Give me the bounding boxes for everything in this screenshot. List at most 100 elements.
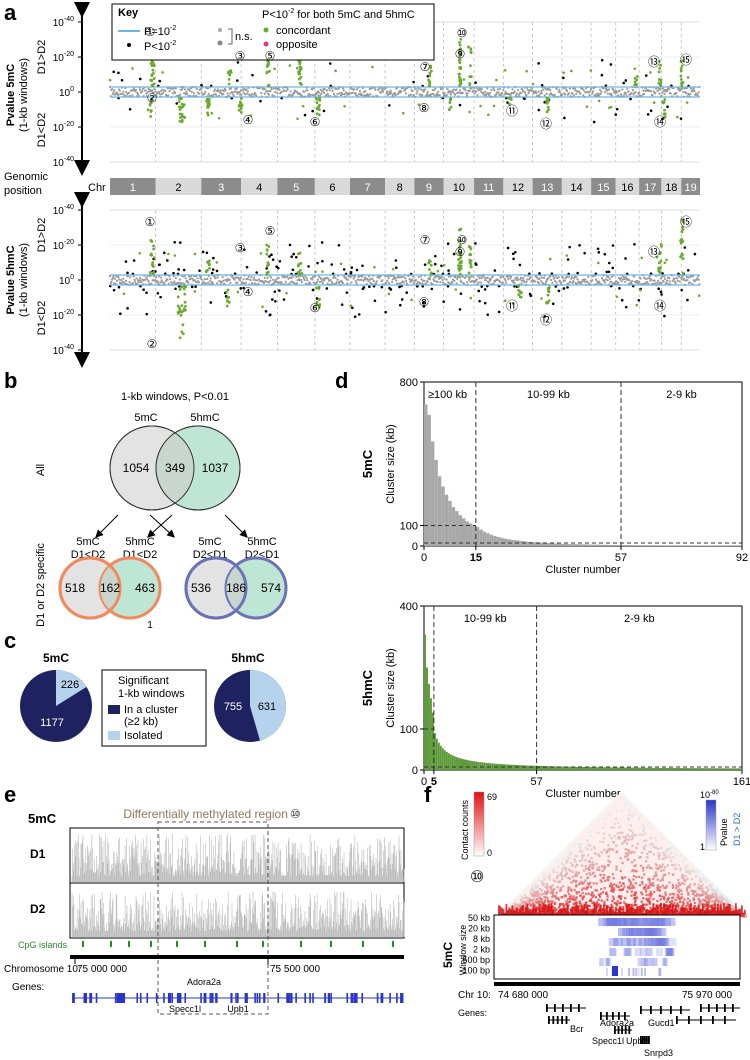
chromosome-segment	[201, 178, 242, 195]
chromosome-segment	[277, 178, 315, 195]
bar	[435, 738, 438, 770]
bottom-up-label: D1>D2	[36, 218, 48, 253]
chromosome-segment	[110, 178, 156, 195]
b-top-left-count: 1054	[123, 461, 150, 475]
bar	[672, 545, 677, 546]
region-label: 10-99 kb	[527, 389, 570, 401]
bar	[459, 758, 462, 770]
bar	[678, 768, 681, 770]
bar	[526, 765, 529, 770]
region-label: 10-99 kb	[464, 613, 507, 625]
bar	[633, 767, 636, 770]
bar	[510, 539, 514, 546]
b-v2-right-l1: 5hmC	[247, 536, 276, 548]
bar	[583, 766, 586, 770]
y-tick-label: 10-20	[53, 239, 74, 252]
chromosome-label: 17	[644, 182, 656, 194]
b-v1-left-l1: 5mC	[76, 536, 99, 548]
y-axis-label: Cluster size (kb)	[385, 424, 397, 503]
bar	[703, 545, 708, 546]
bar	[728, 768, 731, 770]
x-tick-label: 5	[431, 776, 437, 788]
y-tick-label: 100	[400, 521, 418, 533]
b-top-left-label: 5mC	[134, 412, 157, 424]
bar	[552, 766, 555, 770]
dmr-number: ⑨	[455, 245, 466, 259]
chromosome-segment	[385, 178, 415, 195]
b-v2-overlap-count: 186	[226, 581, 246, 595]
bar	[637, 767, 640, 770]
bar	[479, 762, 482, 770]
bar	[481, 762, 484, 770]
bar	[568, 766, 571, 770]
panel-a-bottom-plot: 10-40 10-20 100 10-20 10-40 Pvalue 5hmC (1-k…	[5, 192, 701, 368]
c-legend-title-2: 1-kb windows	[118, 688, 185, 700]
chromosome-bar: Genomic position Chr 1 2 3 4 5 6 7 8 9 10 11 12 13 14…	[4, 171, 700, 197]
bar	[425, 667, 428, 770]
chromosome-label: 4	[256, 182, 262, 194]
bar	[439, 745, 442, 770]
chromosome-label: 1	[130, 182, 136, 194]
f-pval-dir: D1 > D2	[732, 813, 742, 846]
bar	[700, 768, 703, 770]
bar	[572, 544, 577, 546]
chromosome-segment	[155, 178, 202, 195]
f-gene-gucd1: Gucd1	[648, 1018, 675, 1028]
dmr-number: ⑤	[265, 49, 276, 63]
bar	[597, 767, 600, 770]
bar	[457, 757, 460, 770]
bar	[684, 768, 687, 770]
bar	[645, 545, 649, 546]
bar	[649, 767, 652, 770]
bar	[688, 768, 691, 770]
key-ns: n.s.	[235, 31, 253, 43]
top-down-label: D1<D2	[36, 113, 48, 148]
bar	[468, 523, 473, 546]
y-tick-label: 10-20	[53, 309, 74, 322]
pie-5mc	[20, 670, 92, 742]
c-hmc-cluster: 755	[224, 701, 242, 713]
chart-title: 5hmC	[360, 669, 375, 706]
bar	[451, 755, 454, 770]
bar	[664, 767, 667, 770]
bar	[736, 768, 739, 770]
key-title: Key	[118, 7, 139, 19]
bar	[570, 766, 573, 770]
bar	[427, 683, 430, 770]
bar	[690, 768, 693, 770]
bar	[696, 768, 699, 770]
chromosome-label: 19	[685, 182, 697, 194]
chromosome-label: 2	[175, 182, 181, 194]
bar	[465, 759, 468, 770]
bar	[576, 766, 579, 770]
chromosome-label: 7	[364, 182, 370, 194]
bar	[712, 768, 715, 770]
bar	[429, 698, 432, 770]
bar	[629, 767, 632, 770]
x-tick-label: 57	[615, 552, 627, 564]
chromosome-label: 9	[426, 182, 432, 194]
chromosome-segment	[314, 178, 350, 195]
bar	[668, 767, 671, 770]
f-gene-bcr: Bcr	[570, 1024, 584, 1034]
bar	[599, 767, 602, 770]
bar	[641, 545, 646, 546]
f-dmr-num: ⑩	[470, 869, 484, 886]
chromosome-label: 12	[512, 182, 524, 194]
bar	[648, 545, 653, 546]
chromosome-label: 10	[453, 182, 465, 194]
bar	[489, 534, 494, 546]
bar	[732, 768, 735, 770]
bottom-ylabel-1: Pvalue 5hmC	[5, 245, 17, 314]
x-axis-label: Cluster number	[545, 564, 621, 576]
bar	[550, 766, 553, 770]
x-tick-label: 57	[530, 776, 542, 788]
bar	[441, 748, 444, 770]
bar	[475, 527, 480, 546]
bar	[617, 545, 622, 546]
bar	[471, 761, 474, 770]
window-tick-label: 100 bp	[462, 966, 490, 976]
y-tick-label: 10-40	[53, 16, 74, 29]
bar	[461, 758, 464, 770]
bar	[558, 766, 561, 770]
